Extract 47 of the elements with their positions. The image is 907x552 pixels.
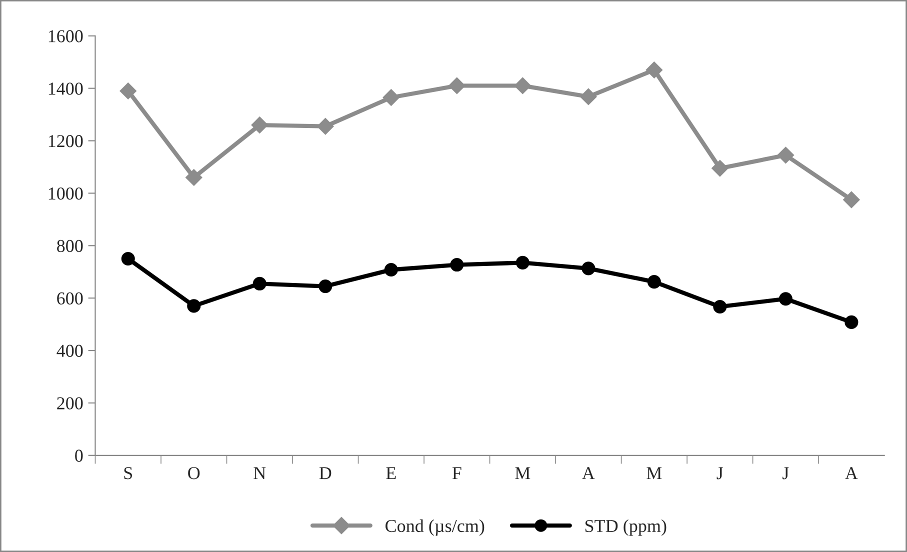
point bbox=[712, 160, 728, 177]
point bbox=[778, 292, 792, 306]
y-tick-label: 200 bbox=[57, 397, 83, 410]
point bbox=[647, 275, 661, 289]
point bbox=[582, 262, 596, 276]
x-tick-label: E bbox=[386, 467, 396, 480]
y-tick-label: 1000 bbox=[48, 187, 83, 200]
point bbox=[646, 62, 663, 78]
x-tick-label: D bbox=[319, 467, 332, 480]
x-tick-label: A bbox=[582, 467, 595, 480]
point bbox=[317, 118, 334, 135]
point bbox=[580, 88, 597, 106]
point bbox=[384, 262, 398, 277]
legend-label: Cond (µs/cm) bbox=[386, 519, 484, 536]
point bbox=[121, 252, 135, 266]
point bbox=[187, 299, 201, 313]
y-tick-label: 1400 bbox=[48, 82, 83, 95]
y-tick-label: 1600 bbox=[48, 30, 83, 42]
point bbox=[713, 300, 727, 314]
x-tick-label: O bbox=[188, 467, 200, 480]
x-tick-label: M bbox=[646, 467, 662, 480]
legend-label: STD (ppm) bbox=[585, 519, 666, 536]
point bbox=[251, 116, 268, 134]
point bbox=[318, 280, 332, 294]
y-tick-label: 600 bbox=[57, 292, 83, 305]
point bbox=[843, 191, 860, 208]
x-tick-label: N bbox=[254, 467, 266, 480]
y-tick-label: 0 bbox=[75, 450, 83, 462]
y-tick-label: 800 bbox=[57, 240, 83, 252]
x-tick-label: A bbox=[845, 467, 858, 480]
point bbox=[450, 258, 464, 272]
x-tick-label: J bbox=[716, 467, 724, 480]
point bbox=[382, 89, 400, 106]
y-tick-label: 400 bbox=[56, 344, 83, 357]
point bbox=[120, 82, 136, 100]
point bbox=[777, 146, 794, 164]
point bbox=[185, 169, 202, 186]
point bbox=[514, 77, 532, 94]
x-tick-label: M bbox=[515, 467, 530, 480]
y-tick-label: 1200 bbox=[48, 135, 83, 148]
point bbox=[844, 315, 858, 329]
x-tick-label: S bbox=[124, 467, 132, 480]
point bbox=[516, 256, 530, 270]
point bbox=[448, 77, 466, 94]
x-tick-label: F bbox=[452, 467, 462, 480]
point bbox=[252, 276, 266, 290]
x-tick-label: J bbox=[782, 467, 789, 480]
